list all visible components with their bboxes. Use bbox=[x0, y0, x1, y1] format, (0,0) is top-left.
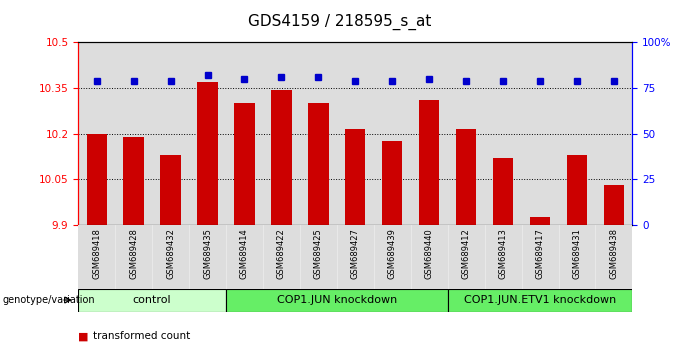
Text: GSM689431: GSM689431 bbox=[573, 228, 581, 279]
Text: COP1.JUN knockdown: COP1.JUN knockdown bbox=[277, 295, 397, 305]
Bar bbox=[197, 82, 218, 225]
Text: transformed count: transformed count bbox=[93, 331, 190, 341]
Bar bbox=[308, 103, 328, 225]
Bar bbox=[604, 185, 624, 225]
Text: GSM689413: GSM689413 bbox=[498, 228, 507, 279]
Bar bbox=[78, 289, 226, 312]
Text: ■: ■ bbox=[78, 331, 88, 341]
Text: GSM689439: GSM689439 bbox=[388, 228, 396, 279]
Text: GSM689418: GSM689418 bbox=[92, 228, 101, 279]
Bar bbox=[530, 217, 550, 225]
Text: GSM689432: GSM689432 bbox=[166, 228, 175, 279]
Bar bbox=[226, 289, 447, 312]
Bar bbox=[271, 90, 292, 225]
Text: GDS4159 / 218595_s_at: GDS4159 / 218595_s_at bbox=[248, 14, 432, 30]
Bar bbox=[235, 103, 254, 225]
Text: GSM689435: GSM689435 bbox=[203, 228, 212, 279]
Text: GSM689425: GSM689425 bbox=[314, 228, 323, 279]
Bar bbox=[447, 289, 632, 312]
Text: COP1.JUN.ETV1 knockdown: COP1.JUN.ETV1 knockdown bbox=[464, 295, 616, 305]
Bar bbox=[345, 129, 365, 225]
Text: GSM689412: GSM689412 bbox=[462, 228, 471, 279]
Text: control: control bbox=[133, 295, 171, 305]
Text: GSM689440: GSM689440 bbox=[425, 228, 434, 279]
Bar bbox=[493, 158, 513, 225]
Text: GSM689414: GSM689414 bbox=[240, 228, 249, 279]
Text: GSM689438: GSM689438 bbox=[609, 228, 618, 279]
Bar bbox=[419, 100, 439, 225]
Bar bbox=[382, 141, 403, 225]
Text: GSM689428: GSM689428 bbox=[129, 228, 138, 279]
Bar bbox=[160, 155, 181, 225]
Bar bbox=[86, 134, 107, 225]
Text: GSM689417: GSM689417 bbox=[536, 228, 545, 279]
Bar bbox=[124, 137, 143, 225]
Bar bbox=[456, 129, 476, 225]
Text: GSM689422: GSM689422 bbox=[277, 228, 286, 279]
Text: genotype/variation: genotype/variation bbox=[2, 295, 95, 305]
Bar bbox=[567, 155, 587, 225]
Text: GSM689427: GSM689427 bbox=[351, 228, 360, 279]
